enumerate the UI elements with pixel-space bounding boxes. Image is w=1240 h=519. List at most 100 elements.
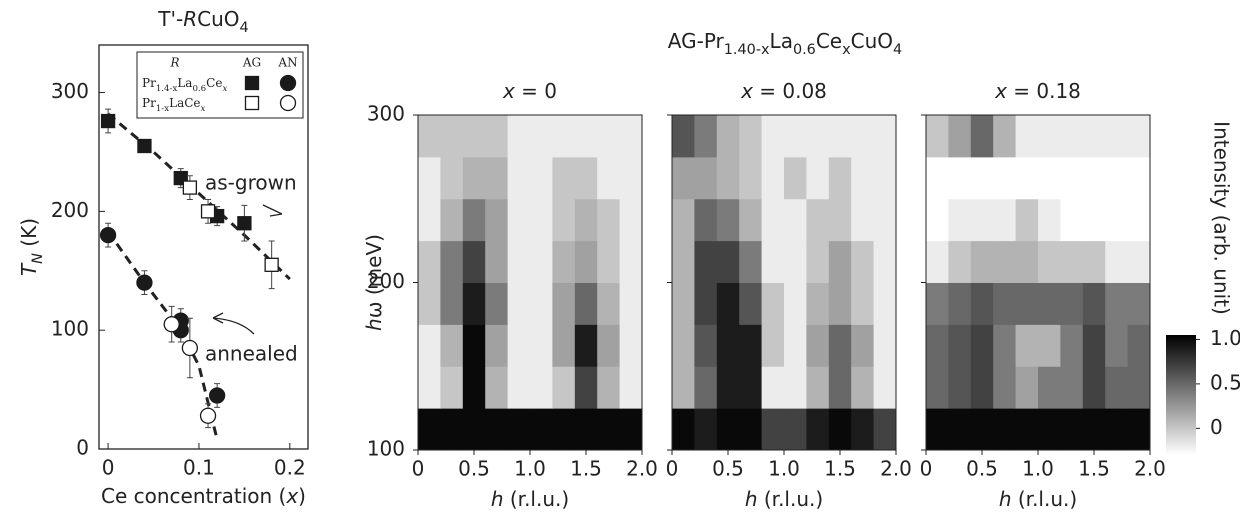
- heatmap-cell: [784, 115, 807, 158]
- heatmap-cell: [619, 408, 643, 451]
- heatmap-cell: [440, 282, 464, 325]
- heatmap-cell: [716, 198, 740, 242]
- heatmap-cell: [418, 156, 441, 200]
- annotation: as-grown: [205, 171, 297, 195]
- heatmap-cell: [1038, 324, 1061, 367]
- heatmap-cell: [1105, 240, 1129, 283]
- y-axis-label: TN (K): [17, 218, 47, 276]
- text-part: N: [30, 253, 46, 264]
- heatmap-cell: [806, 240, 830, 283]
- heatmap-cell: [552, 408, 576, 451]
- text-part: Pr: [142, 96, 156, 110]
- heatmap-cell: [806, 282, 830, 325]
- heatmap-cell: [530, 115, 553, 158]
- heatmap-cell: [716, 115, 740, 158]
- annotation-arrow: [262, 204, 283, 217]
- colorbar-label: Intensity (arb. unit): [1210, 121, 1234, 315]
- text-part: 4: [893, 42, 902, 58]
- heatmap-cell: [462, 324, 486, 367]
- heatmap-cell: [552, 366, 576, 409]
- heatmap-cell: [418, 198, 441, 242]
- panel-title: x = 0.08: [740, 79, 827, 103]
- heatmap-cell: [851, 324, 875, 367]
- heatmap-cell: [485, 156, 509, 200]
- heatmap-cell: [970, 366, 994, 409]
- heatmap-cell: [739, 198, 763, 242]
- heatmap-cell: [1105, 282, 1129, 325]
- heatmap-cell: [806, 156, 830, 200]
- annotation-arrow: [212, 312, 255, 335]
- heatmap-cell: [926, 408, 949, 451]
- heatmap-cell: [1105, 156, 1129, 200]
- heatmap-cell: [672, 115, 695, 158]
- text-part: 0.6: [793, 42, 816, 58]
- x-tick-label: 2.0: [626, 457, 658, 481]
- heatmap-cell: [1082, 156, 1106, 200]
- heatmap-cell: [993, 115, 1017, 158]
- heatmap-cell: [597, 115, 621, 158]
- legend-box: [136, 51, 304, 119]
- text-part: x: [994, 79, 1007, 103]
- heatmap-cell: [672, 240, 695, 283]
- x-tick-label: 2.0: [1134, 457, 1166, 481]
- heatmap-cell: [784, 366, 807, 409]
- x-tick-label: 0: [412, 457, 425, 481]
- marker: [237, 216, 252, 231]
- text-part: (r.l.u.): [504, 487, 570, 511]
- heatmap-cell: [970, 198, 994, 242]
- heatmap-cell: [993, 156, 1017, 200]
- text-part: 1-x: [156, 104, 169, 114]
- heatmap-cell: [851, 156, 875, 200]
- heatmap-cell: [1038, 408, 1061, 451]
- heatmap-cell: [574, 366, 598, 409]
- heatmap-cell: [507, 408, 531, 451]
- heatmap-cell: [597, 240, 621, 283]
- heatmap-cell: [1105, 408, 1129, 451]
- heatmap-cell: [1127, 324, 1151, 367]
- x-tick-label: 1.0: [514, 457, 546, 481]
- heatmap-cell: [761, 115, 785, 158]
- heatmap-cell: [948, 240, 972, 283]
- text-part: Pr: [142, 76, 156, 90]
- heatmap-cell: [1105, 115, 1129, 158]
- heatmap-cell: [739, 156, 763, 200]
- heatmap-cell: [761, 366, 785, 409]
- heatmap-cell: [552, 198, 576, 242]
- text-part: x: [842, 42, 851, 58]
- colorbar-tick-label: 0: [1210, 415, 1223, 439]
- heatmap-cell: [440, 366, 464, 409]
- heatmap-cell: [1082, 240, 1106, 283]
- x-tick-label: 1.0: [768, 457, 800, 481]
- heatmap-cell: [1127, 198, 1151, 242]
- heatmap-cell: [1060, 156, 1084, 200]
- text-part: h: [745, 487, 758, 511]
- heatmap-cell: [739, 240, 763, 283]
- heatmap-cell: [462, 198, 486, 242]
- heatmap-cell: [761, 324, 785, 367]
- heatmap-cell: [784, 240, 807, 283]
- marker: [181, 339, 199, 357]
- heatmap-cell: [597, 408, 621, 451]
- x-tick-label: 0: [102, 456, 115, 480]
- text-part: h: [362, 318, 386, 331]
- heatmap-cell: [873, 198, 897, 242]
- y-tick-label: 100: [51, 317, 89, 341]
- heatmap-cell: [806, 115, 830, 158]
- text-part: = 0.18: [1007, 79, 1081, 103]
- heatmap-cell: [694, 282, 718, 325]
- heatmap-cell: [1060, 240, 1084, 283]
- heatmap-cell: [485, 408, 509, 451]
- text-part: CuO: [197, 7, 239, 31]
- heatmap-cell: [418, 408, 441, 451]
- heatmap-cell: [507, 240, 531, 283]
- marker: [200, 204, 216, 219]
- panel-title: x = 0: [502, 79, 557, 103]
- heatmap-cell: [1015, 240, 1039, 283]
- plot-frame: [98, 44, 309, 450]
- heatmap-cell: [926, 115, 949, 158]
- x-tick-label: 1.5: [1078, 457, 1110, 481]
- marker: [136, 274, 153, 291]
- heatmap-cell: [1015, 198, 1039, 242]
- marker: [279, 94, 297, 112]
- heatmap-cell: [530, 240, 553, 283]
